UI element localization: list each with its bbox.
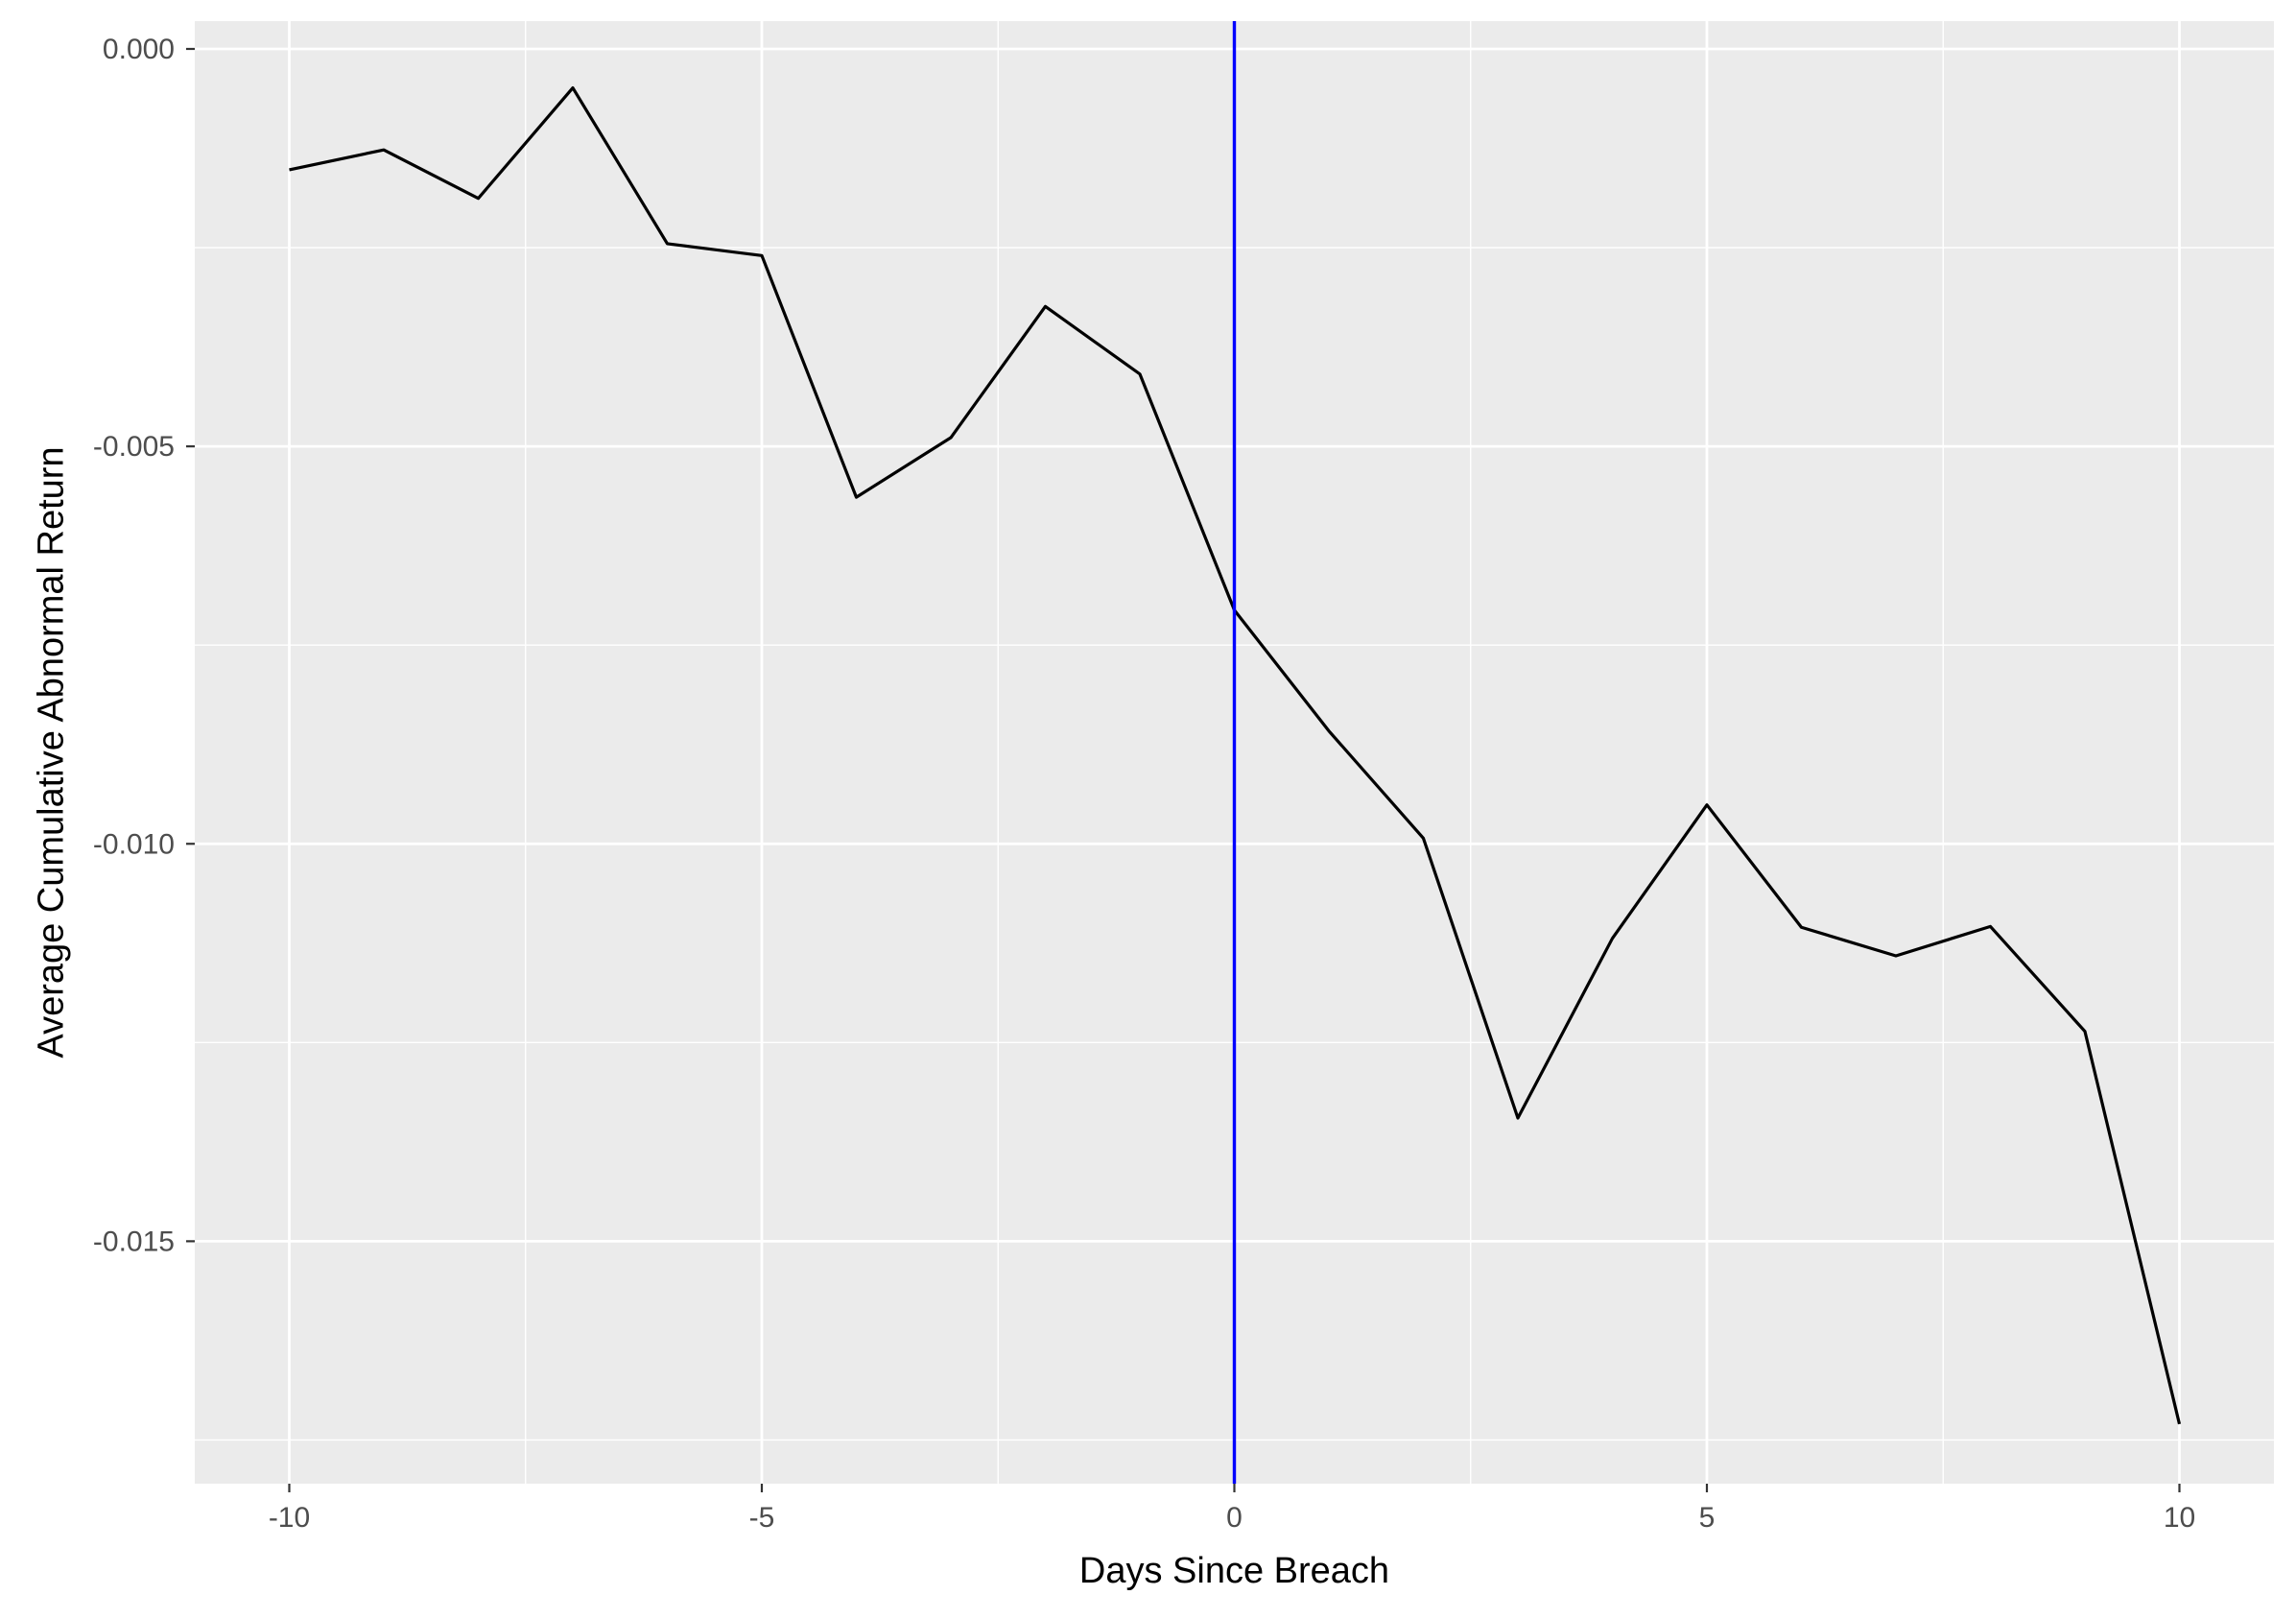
x-tick-label: -10 (269, 1502, 310, 1534)
y-axis: 0.000 -0.005 -0.010 -0.015 (93, 34, 195, 1257)
x-axis: -10 -5 0 5 10 (269, 1484, 2195, 1534)
x-tick-label: -5 (749, 1502, 775, 1534)
y-tick-label: -0.015 (93, 1226, 175, 1257)
x-tick-label: 0 (1226, 1502, 1243, 1534)
y-axis-title: Average Cumulative Abnormal Return (31, 446, 71, 1058)
y-tick-label: -0.010 (93, 828, 175, 860)
y-tick-label: 0.000 (103, 34, 175, 65)
x-tick-label: 10 (2164, 1502, 2195, 1534)
y-tick-label: -0.005 (93, 431, 175, 463)
x-axis-title: Days Since Breach (1079, 1551, 1389, 1591)
x-tick-label: 5 (1699, 1502, 1716, 1534)
